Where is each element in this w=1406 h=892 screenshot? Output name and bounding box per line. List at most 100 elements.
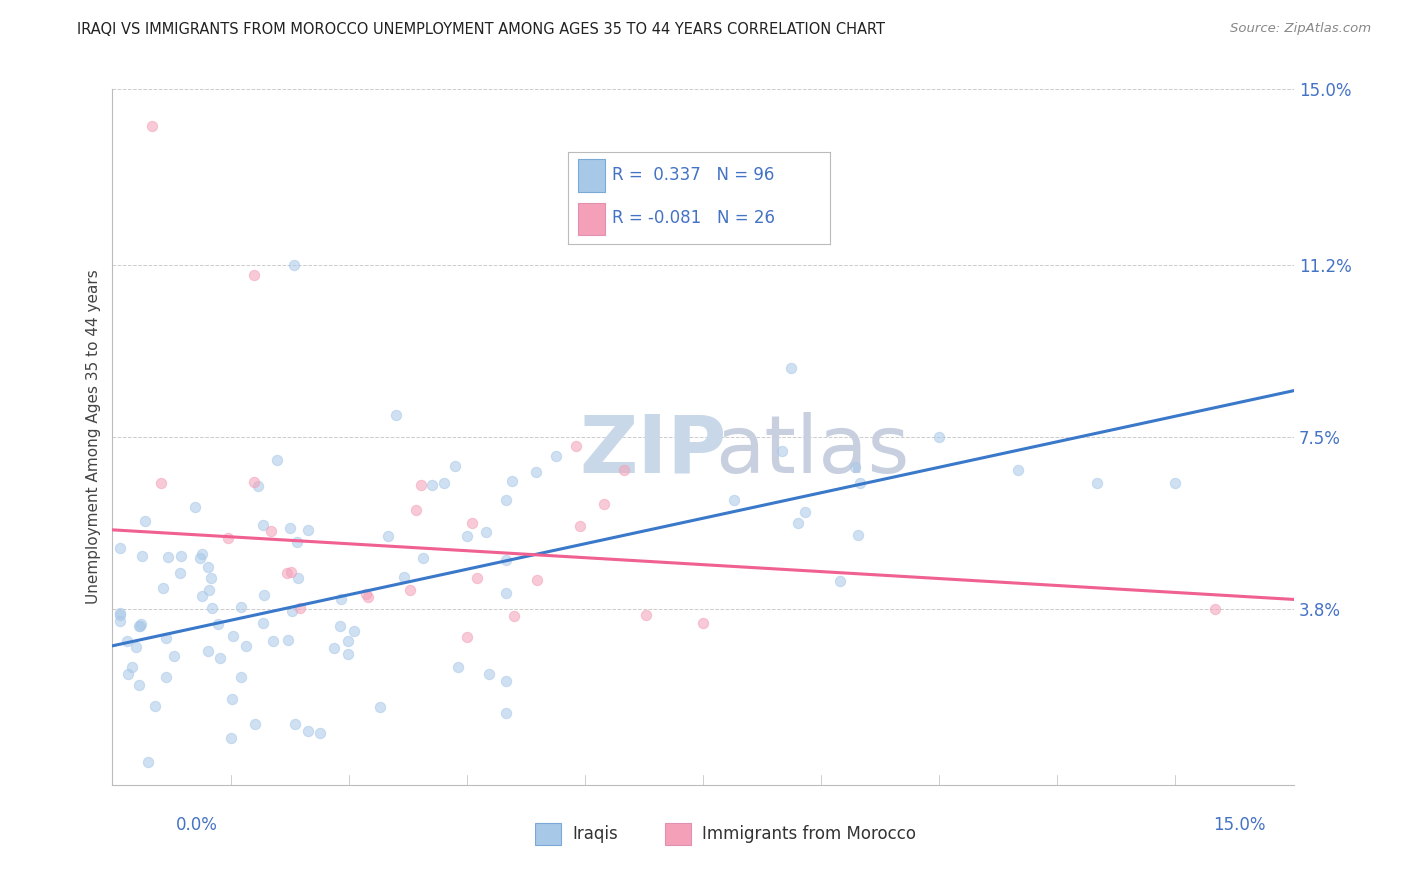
Text: atlas: atlas: [714, 412, 910, 490]
Point: [592, 497, 614, 511]
Point: [565, 439, 588, 453]
Point: [613, 462, 636, 476]
Point: [474, 525, 496, 540]
Point: [141, 120, 163, 134]
Point: [229, 600, 252, 615]
Point: [297, 723, 319, 738]
Text: Iraqis: Iraqis: [572, 825, 619, 843]
Point: [152, 581, 174, 595]
Point: [280, 604, 302, 618]
Point: [849, 476, 872, 491]
Point: [197, 643, 219, 657]
Bar: [578, 159, 605, 192]
Point: [405, 503, 427, 517]
Point: [121, 660, 143, 674]
Point: [253, 588, 276, 602]
Point: [377, 529, 399, 543]
Point: [1085, 476, 1108, 491]
Point: [143, 698, 166, 713]
Point: [115, 634, 138, 648]
Bar: [536, 822, 561, 846]
Point: [155, 670, 177, 684]
Point: [392, 570, 415, 584]
Point: [197, 560, 219, 574]
Point: [336, 633, 359, 648]
Point: [191, 547, 214, 561]
Point: [277, 632, 299, 647]
Text: ZIP: ZIP: [579, 412, 727, 490]
Text: Immigrants from Morocco: Immigrants from Morocco: [702, 825, 917, 843]
Point: [1007, 462, 1029, 476]
Point: [243, 475, 266, 489]
Point: [433, 476, 456, 491]
Point: [692, 615, 714, 630]
Point: [354, 587, 377, 601]
Point: [290, 601, 312, 615]
Point: [465, 571, 488, 585]
Point: [266, 453, 288, 467]
Point: [259, 524, 281, 539]
Point: [207, 617, 229, 632]
Point: [412, 550, 434, 565]
Point: [569, 519, 592, 533]
Point: [124, 640, 146, 654]
Point: [526, 465, 548, 479]
Point: [787, 516, 810, 531]
Point: [191, 589, 214, 603]
Point: [409, 478, 432, 492]
Point: [200, 571, 222, 585]
Bar: [665, 822, 690, 846]
Point: [297, 523, 319, 537]
Point: [128, 618, 150, 632]
Point: [110, 614, 132, 628]
Text: IRAQI VS IMMIGRANTS FROM MOROCCO UNEMPLOYMENT AMONG AGES 35 TO 44 YEARS CORRELAT: IRAQI VS IMMIGRANTS FROM MOROCCO UNEMPLO…: [77, 22, 886, 37]
Point: [544, 449, 567, 463]
Point: [368, 700, 391, 714]
Point: [131, 549, 153, 563]
Point: [208, 650, 231, 665]
Point: [129, 618, 152, 632]
Text: 15.0%: 15.0%: [1213, 816, 1265, 834]
Point: [262, 633, 284, 648]
Point: [287, 571, 309, 585]
Point: [252, 616, 274, 631]
Point: [134, 514, 156, 528]
Point: [278, 521, 301, 535]
Point: [398, 582, 420, 597]
Point: [343, 624, 366, 639]
Point: [495, 492, 517, 507]
Point: [117, 667, 139, 681]
Point: [501, 474, 523, 488]
Point: [283, 259, 305, 273]
Point: [794, 505, 817, 519]
Point: [188, 550, 211, 565]
Point: [495, 673, 517, 688]
Point: [844, 459, 866, 474]
Point: [149, 476, 172, 491]
Point: [276, 566, 298, 580]
Point: [323, 641, 346, 656]
Point: [201, 600, 224, 615]
Text: 0.0%: 0.0%: [176, 816, 218, 834]
Point: [309, 726, 332, 740]
Point: [229, 670, 252, 684]
Point: [221, 731, 243, 745]
Point: [110, 607, 132, 622]
Point: [420, 477, 443, 491]
Point: [243, 268, 266, 282]
Point: [495, 586, 517, 600]
Point: [157, 550, 180, 565]
Point: [136, 755, 159, 769]
Text: R =  0.337   N = 96: R = 0.337 N = 96: [613, 166, 775, 185]
Point: [478, 666, 501, 681]
Point: [235, 639, 257, 653]
Point: [828, 574, 851, 589]
Point: [243, 717, 266, 731]
Point: [252, 518, 274, 533]
Point: [846, 527, 869, 541]
Point: [280, 565, 302, 579]
Point: [444, 458, 467, 473]
Point: [503, 609, 526, 624]
Point: [247, 479, 270, 493]
Point: [183, 500, 205, 514]
